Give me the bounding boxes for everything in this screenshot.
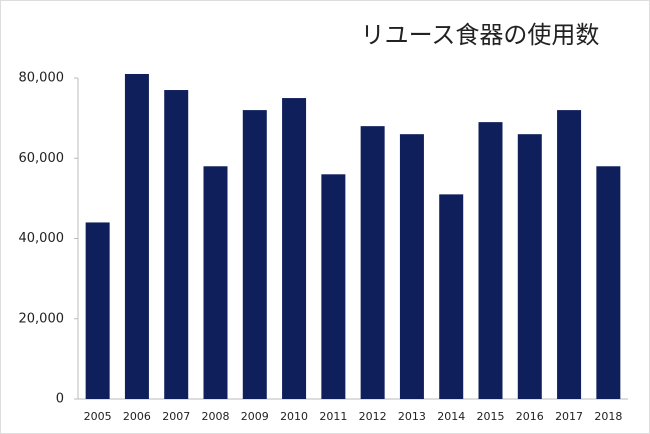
x-tick-label: 2005 — [84, 410, 112, 423]
bar — [557, 110, 582, 399]
x-tick-label: 2009 — [241, 410, 269, 423]
x-tick-label: 2010 — [280, 410, 308, 423]
x-tick-label: 2006 — [123, 410, 151, 423]
bar — [242, 110, 267, 399]
bar — [439, 194, 464, 399]
x-tick-label: 2018 — [594, 410, 622, 423]
x-tick-label: 2007 — [162, 410, 190, 423]
x-tick-label: 2008 — [202, 410, 230, 423]
x-tick-label: 2013 — [398, 410, 426, 423]
y-tick-label: 20,000 — [19, 311, 65, 326]
x-tick-label: 2016 — [516, 410, 544, 423]
y-tick-label: 80,000 — [19, 71, 65, 86]
bar — [282, 98, 307, 399]
y-tick-label: 60,000 — [19, 151, 65, 166]
x-tick-label: 2012 — [359, 410, 387, 423]
bar — [124, 73, 149, 400]
bar — [478, 122, 503, 399]
bar — [399, 134, 424, 400]
x-tick-label: 2015 — [477, 410, 505, 423]
bar — [517, 134, 542, 400]
bar — [85, 222, 110, 399]
y-tick-label: 0 — [56, 392, 64, 407]
bar — [164, 90, 189, 399]
bar — [596, 166, 621, 399]
bar — [321, 174, 346, 399]
x-tick-label: 2011 — [319, 410, 347, 423]
x-tick-label: 2017 — [555, 410, 583, 423]
y-tick-label: 40,000 — [19, 231, 65, 246]
x-tick-label: 2014 — [437, 410, 465, 423]
chart-title: リユース食器の使用数 — [361, 21, 600, 49]
bar — [360, 126, 385, 400]
bar — [203, 166, 228, 399]
